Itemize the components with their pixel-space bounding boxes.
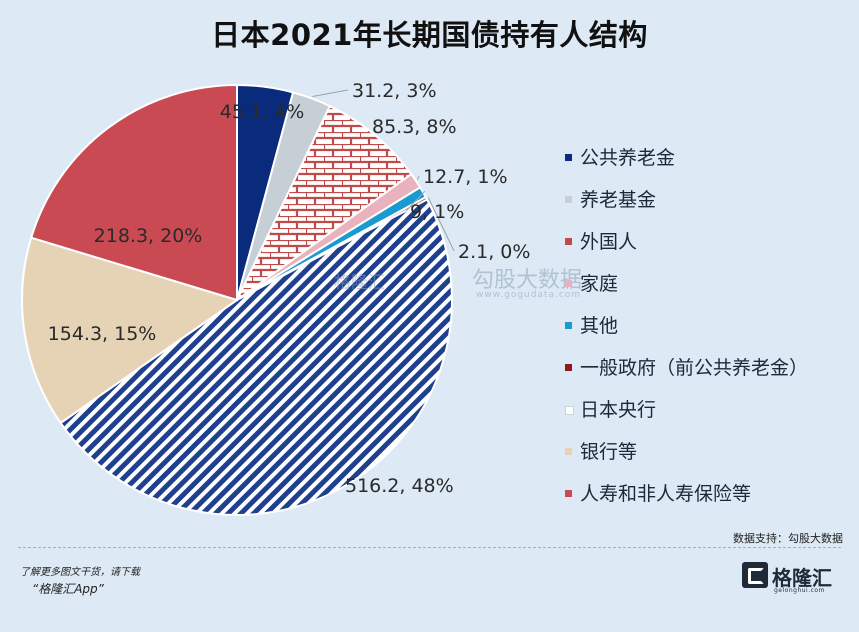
source-note: 数据支持：勾股大数据 <box>733 532 843 545</box>
legend-label-1: 养老基金 <box>580 189 657 211</box>
leader-line-5 <box>427 197 455 252</box>
legend-swatch-1 <box>565 196 572 203</box>
gelonghui-logo: 格隆汇 gelonghui.com <box>742 560 852 596</box>
footer-divider <box>18 547 841 548</box>
data-label-7: 154.3, 15% <box>48 323 157 345</box>
pie-slice-6 <box>59 198 453 516</box>
legend-swatch-3 <box>565 280 572 287</box>
pie-slice-2 <box>236 104 413 301</box>
legend-item-2: 外国人 <box>565 229 855 271</box>
footer-note: 了解更多图文干货，请下载 <box>20 567 140 578</box>
legend-label-7: 银行等 <box>580 441 638 463</box>
legend-swatch-8 <box>565 490 572 497</box>
legend-label-0: 公共养老金 <box>580 147 676 169</box>
legend-swatch-5 <box>565 364 572 371</box>
data-label-4: 9, 1% <box>410 201 464 223</box>
logo-subtext: gelonghui.com <box>774 587 825 594</box>
data-label-0: 45.1, 4% <box>220 101 305 123</box>
legend-label-4: 其他 <box>580 315 619 337</box>
legend-item-7: 银行等 <box>565 439 855 481</box>
footer-app-name: “格隆汇App” <box>32 582 104 596</box>
legend-label-3: 家庭 <box>580 273 619 295</box>
legend-label-2: 外国人 <box>580 231 638 253</box>
legend-label-5: 一般政府（前公共养老金） <box>580 357 809 379</box>
data-label-6: 516.2, 48% <box>345 475 454 497</box>
legend-swatch-0 <box>565 154 572 161</box>
legend-label-6: 日本央行 <box>580 399 657 421</box>
legend-swatch-7 <box>565 448 572 455</box>
legend-item-3: 家庭 <box>565 271 855 313</box>
leader-line-4 <box>405 190 426 212</box>
legend-swatch-2 <box>565 238 572 245</box>
legend-swatch-4 <box>565 322 572 329</box>
chart-title: 日本2021年长期国债持有人结构 <box>211 18 648 52</box>
legend-item-0: 公共养老金 <box>565 145 855 187</box>
legend-item-4: 其他 <box>565 313 855 355</box>
data-label-5: 2.1, 0% <box>458 241 530 263</box>
logo-icon <box>742 562 768 588</box>
pie-slice-8 <box>29 83 238 302</box>
leader-line-1 <box>312 89 349 98</box>
legend-label-8: 人寿和非人寿保险等 <box>580 483 752 505</box>
data-label-3: 12.7, 1% <box>423 166 508 188</box>
legend-item-6: 日本央行 <box>565 397 855 439</box>
legend-swatch-6 <box>565 406 574 415</box>
logo-text: 格隆汇 <box>772 566 832 590</box>
legend-item-8: 人寿和非人寿保险等 <box>565 481 855 523</box>
legend-item-1: 养老基金 <box>565 187 855 229</box>
data-label-2: 85.3, 8% <box>372 116 457 138</box>
data-label-1: 31.2, 3% <box>352 80 437 102</box>
leader-line-3 <box>417 175 420 180</box>
data-label-8: 218.3, 20% <box>94 225 203 247</box>
chart-legend: 公共养老金养老基金外国人家庭其他一般政府（前公共养老金） 日本央行银行等人寿和非人… <box>565 145 855 523</box>
legend-item-5: 一般政府（前公共养老金） <box>565 355 855 397</box>
